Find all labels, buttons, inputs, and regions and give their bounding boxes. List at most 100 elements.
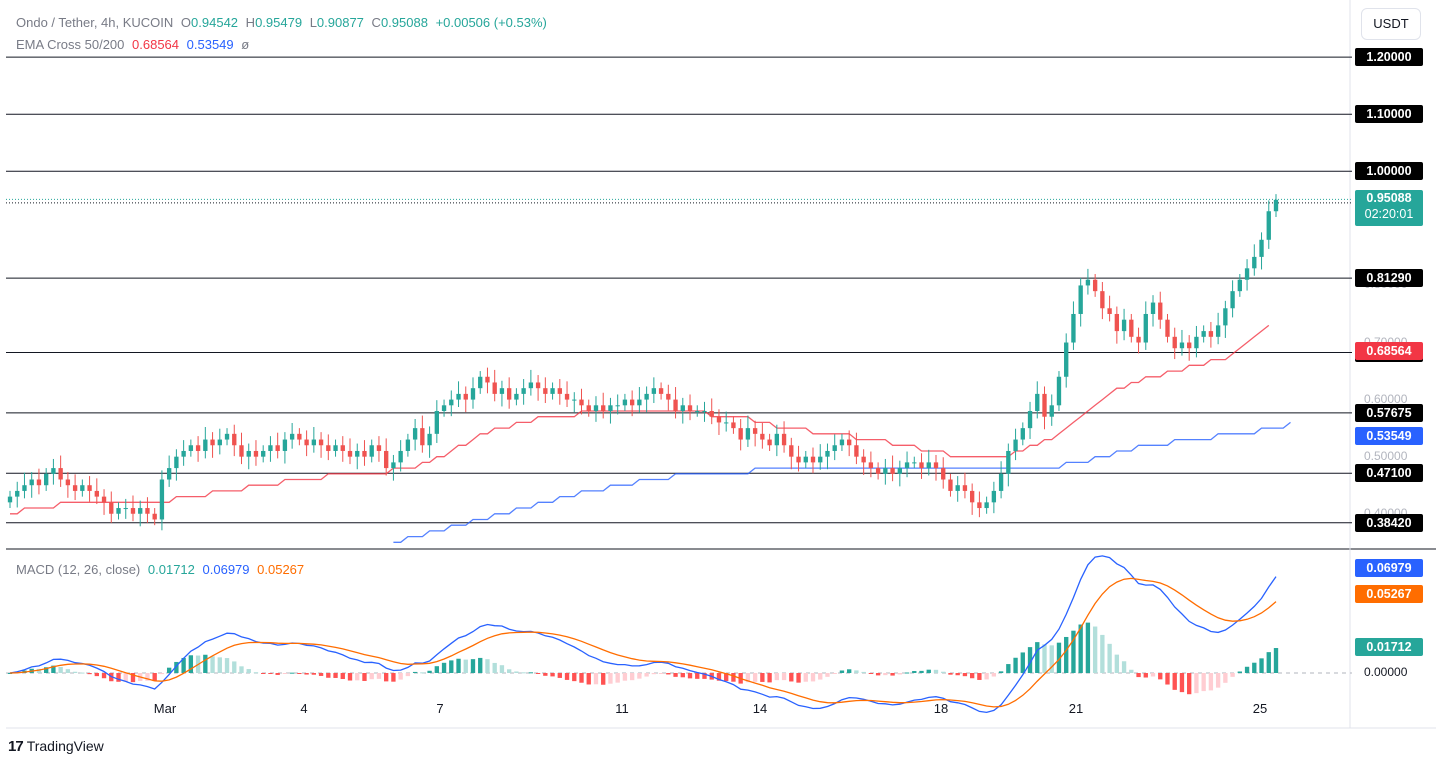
macd-hist-bar (463, 659, 468, 673)
candle-body (1136, 336, 1141, 343)
candle-body (774, 433, 780, 446)
macd-hist-bar (7, 673, 13, 674)
candle-body (622, 399, 628, 406)
candle-body (94, 490, 99, 497)
candle-body (579, 399, 584, 406)
macd-hist-bar (304, 673, 309, 675)
macd-hist-bar (760, 673, 765, 682)
macd-hist-bar (514, 671, 519, 673)
macd-hist-bar (1259, 658, 1264, 673)
macd-hist-bar (644, 673, 649, 677)
candle-body (333, 445, 338, 451)
candle-body (1194, 336, 1199, 349)
candle-body (138, 508, 143, 514)
candle-body (210, 439, 215, 446)
macd-hist-bar (65, 669, 71, 673)
currency-button[interactable]: USDT (1361, 8, 1421, 40)
candle-body (796, 456, 801, 463)
candle-body (449, 399, 454, 406)
macd-hist-bar (333, 673, 338, 678)
candle-body (825, 450, 830, 457)
candle-body (1056, 376, 1062, 406)
macd-hist-bar (369, 673, 374, 680)
candle-body (463, 393, 468, 400)
candle-body (1064, 342, 1069, 377)
candle-body (1114, 313, 1120, 332)
macd-hist-bar (941, 671, 946, 673)
macd-hist-bar (456, 658, 461, 673)
candle-body (1187, 342, 1192, 349)
macd-hist-bar (1121, 661, 1127, 673)
candle-body (1179, 342, 1185, 349)
macd-hist-bar (492, 662, 497, 673)
ema50-label: 0.68564 (1355, 341, 1423, 360)
candle-body (1143, 313, 1148, 343)
ema50-value: 0.68564 (132, 37, 180, 52)
macd-hist-bar (1071, 630, 1076, 673)
candle-body (1244, 268, 1250, 280)
candle-body (1266, 211, 1271, 240)
macd-hist-bar (854, 670, 859, 673)
candle-body (174, 456, 179, 469)
level-label: 1.20000 (1355, 48, 1423, 67)
candle-body (919, 462, 924, 469)
macd-hist-bar (622, 673, 628, 681)
price-axis-tick: 0.50000 (1364, 448, 1408, 463)
candle-body (441, 405, 447, 412)
macd-hist-bar (1273, 648, 1279, 673)
candle-body (1078, 285, 1083, 314)
macd-hist-bar (434, 666, 439, 673)
candle-body (962, 485, 968, 491)
level-label: 0.81290 (1355, 269, 1423, 288)
ema200-label: 0.53549 (1355, 427, 1423, 446)
macd-hist-bar (427, 670, 432, 673)
candle-body (326, 445, 331, 451)
macd-hist-bar (420, 672, 425, 674)
macd-hist-bar (687, 673, 693, 679)
candle-body (1006, 450, 1011, 474)
candle-body (470, 388, 476, 400)
candle-body (166, 468, 172, 480)
macd-hist-bar (1013, 657, 1018, 673)
ema-legend: EMA Cross 50/200 0.68564 0.53549 ø (16, 37, 253, 52)
candle-body (203, 439, 208, 451)
macd-hist-bar (1237, 671, 1242, 673)
candle-body (412, 428, 418, 440)
candle-body (1129, 319, 1134, 337)
macd-hist-bar (282, 673, 288, 675)
macd-hist-bar (601, 673, 606, 685)
macd-hist-bar (615, 673, 620, 683)
macd-hist-bar (608, 673, 613, 684)
tradingview-logo[interactable]: 17 TradingView (8, 738, 104, 755)
candle-body (427, 433, 432, 446)
macd-hist-bar (875, 673, 881, 676)
date-tick: 4 (300, 701, 308, 716)
macd-hist-bar (101, 673, 107, 679)
candle-body (1150, 302, 1156, 314)
candle-body (1020, 428, 1025, 440)
candle-body (673, 399, 678, 412)
macd-hist-bar (1020, 652, 1025, 673)
macd-hist-bar (1194, 673, 1199, 694)
date-tick: 21 (1068, 701, 1084, 716)
candle-body (847, 439, 852, 446)
candle-body (398, 450, 403, 463)
candle-body (1092, 279, 1098, 292)
macd-hist-bar (883, 673, 888, 676)
signal-line-label: 0.05267 (1355, 584, 1423, 603)
level-label: 1.10000 (1355, 105, 1423, 124)
macd-hist-bar (130, 673, 136, 683)
candle-body (724, 422, 729, 424)
candle-body (955, 485, 960, 491)
macd-hist-bar (904, 672, 910, 674)
candle-body (593, 405, 599, 412)
macd-hist-bar (745, 673, 751, 683)
macd-hist-bar (557, 673, 562, 678)
macd-hist-bar (1114, 654, 1120, 673)
candle-body (984, 502, 989, 509)
candle-body (347, 450, 353, 457)
macd-hist-bar (391, 673, 396, 682)
candle-body (1107, 308, 1112, 314)
macd-hist-bar (174, 661, 179, 673)
